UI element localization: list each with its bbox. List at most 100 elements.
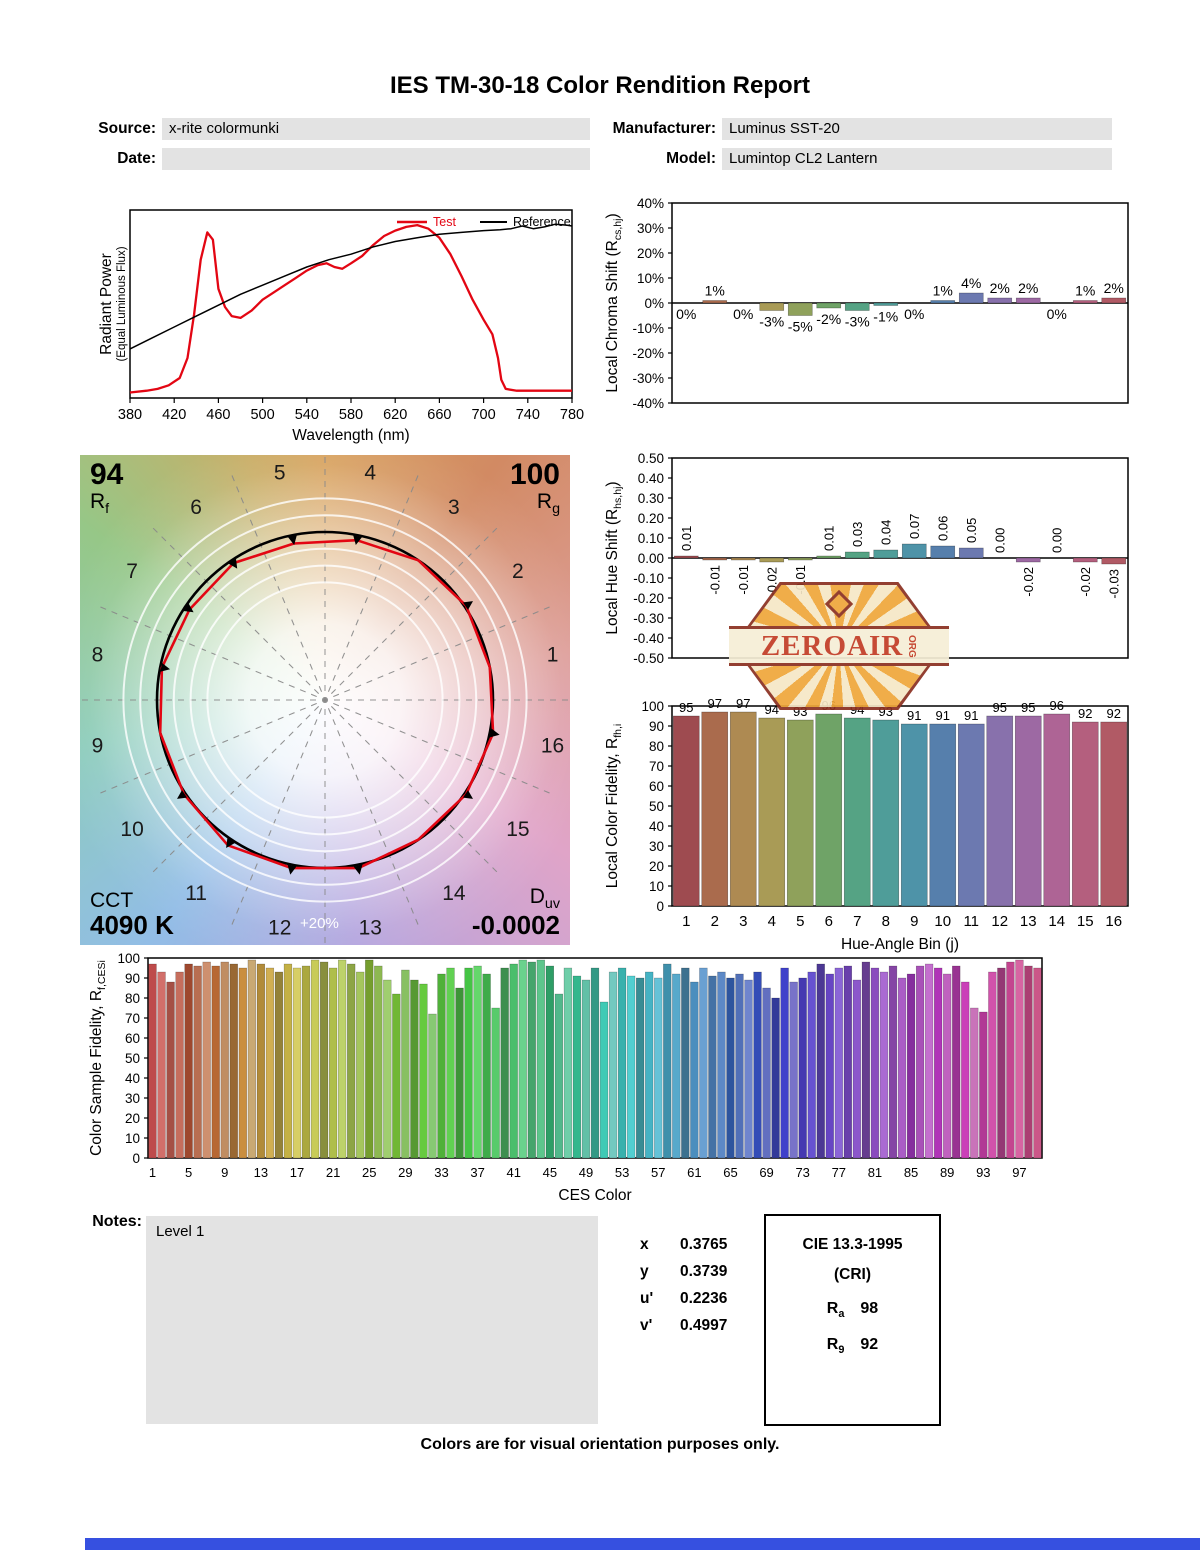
svg-text:580: 580	[339, 407, 363, 423]
svg-text:95: 95	[1021, 700, 1035, 715]
svg-text:20: 20	[125, 1111, 140, 1126]
svg-text:16: 16	[1105, 913, 1122, 930]
svg-text:92: 92	[1107, 706, 1121, 721]
svg-text:45: 45	[543, 1165, 557, 1180]
svg-text:53: 53	[615, 1165, 629, 1180]
svg-text:11: 11	[963, 913, 979, 930]
svg-text:0.30: 0.30	[638, 491, 664, 506]
svg-text:95: 95	[993, 700, 1007, 715]
svg-text:0.05: 0.05	[964, 518, 979, 543]
svg-text:0%: 0%	[644, 296, 664, 311]
svg-text:61: 61	[687, 1165, 701, 1180]
svg-text:-3%: -3%	[845, 314, 870, 330]
svg-text:20: 20	[649, 859, 664, 874]
svg-text:12: 12	[268, 917, 291, 940]
svg-text:4%: 4%	[961, 275, 981, 291]
svg-text:100: 100	[641, 699, 664, 714]
rg-value: 100	[509, 458, 560, 491]
notes-box: Level 1	[146, 1216, 598, 1424]
svg-text:-0.01: -0.01	[707, 565, 722, 595]
svg-text:15: 15	[506, 818, 529, 841]
manufacturer-field: Luminus SST-20	[722, 118, 1112, 140]
svg-text:7: 7	[853, 913, 861, 930]
svg-text:5: 5	[796, 913, 804, 930]
duv-label: Duv	[529, 884, 560, 912]
notes-label: Notes:	[92, 1213, 142, 1230]
svg-text:12: 12	[991, 913, 1008, 930]
chromaticity-row: u' 0.2236	[640, 1290, 727, 1308]
svg-text:420: 420	[162, 407, 186, 423]
chroma-shift-chart: 40% 30% 20% 10% 0% -10% -20% -30% -40% 0% 1% 0% -3% -…	[600, 193, 1140, 430]
svg-text:89: 89	[940, 1165, 954, 1180]
svg-text:0.07: 0.07	[907, 514, 922, 539]
svg-text:80: 80	[125, 991, 140, 1006]
svg-text:CES Color: CES Color	[558, 1187, 631, 1204]
svg-text:6: 6	[825, 913, 833, 930]
svg-text:3: 3	[739, 913, 747, 930]
svg-text:0%: 0%	[904, 306, 924, 322]
svg-text:-0.02: -0.02	[1078, 567, 1093, 597]
svg-text:70: 70	[649, 759, 664, 774]
ring-plus20-label: +20%	[300, 915, 339, 932]
svg-text:40%: 40%	[637, 196, 664, 211]
svg-text:-0.30: -0.30	[633, 611, 664, 626]
manufacturer-label: Manufacturer:	[612, 120, 716, 137]
spd-chart: 380 420 460 500 540 580 620 660 700 740 780 Wavelen…	[85, 198, 590, 455]
svg-text:-0.50: -0.50	[633, 651, 664, 666]
chromaticity-values: x 0.3765 y 0.3739 u' 0.2236 v' 0.4997	[640, 1236, 727, 1344]
svg-text:1%: 1%	[933, 283, 953, 299]
svg-text:Test: Test	[433, 215, 456, 229]
svg-text:4: 4	[364, 461, 376, 484]
svg-text:2%: 2%	[990, 280, 1010, 296]
chromaticity-value: 0.3739	[680, 1263, 728, 1280]
svg-text:90: 90	[125, 971, 140, 986]
svg-text:25: 25	[362, 1165, 376, 1180]
model-field: Lumintop CL2 Lantern	[722, 148, 1112, 170]
svg-text:8: 8	[882, 913, 890, 930]
svg-text:97: 97	[736, 698, 750, 711]
local-fidelity-chart: 0102030405060708090100951972973944935966…	[600, 696, 1140, 961]
svg-text:-0.01: -0.01	[736, 565, 751, 595]
svg-text:90: 90	[649, 719, 664, 734]
svg-text:10: 10	[649, 879, 664, 894]
cri-row: R9 92	[826, 1336, 879, 1357]
chromaticity-value: 0.3765	[680, 1236, 728, 1253]
date-field	[162, 148, 590, 170]
cri-subtitle: (CRI)	[833, 1266, 872, 1283]
rg-label: Rg	[536, 489, 560, 517]
svg-text:100: 100	[117, 951, 140, 966]
svg-text:0%: 0%	[1047, 306, 1067, 322]
cvg-plot: 1 2 3 4 5 6 7 8 9 10 11 12 13 14 15 16	[80, 455, 570, 950]
svg-text:-40%: -40%	[632, 396, 664, 411]
svg-text:9: 9	[910, 913, 918, 930]
cri-rows: Ra 98 R9 92	[766, 1300, 939, 1356]
svg-text:2%: 2%	[1104, 280, 1124, 296]
svg-text:29: 29	[398, 1165, 412, 1180]
svg-text:14: 14	[442, 882, 466, 905]
svg-text:91: 91	[907, 708, 921, 723]
svg-text:69: 69	[759, 1165, 773, 1180]
svg-text:37: 37	[470, 1165, 484, 1180]
svg-text:16: 16	[541, 734, 564, 757]
svg-text:2%: 2%	[1018, 280, 1038, 296]
watermark-text: ZEROAIR	[760, 629, 904, 662]
svg-text:0.03: 0.03	[850, 522, 865, 547]
svg-text:5: 5	[274, 461, 286, 484]
svg-text:-0.03: -0.03	[1106, 569, 1121, 599]
rf-score: 94 Rf	[90, 459, 123, 517]
svg-text:2: 2	[512, 560, 524, 583]
duv-block: Duv -0.0002	[472, 884, 560, 939]
chromaticity-row: v' 0.4997	[640, 1317, 727, 1335]
svg-text:0.01: 0.01	[821, 526, 836, 551]
svg-text:57: 57	[651, 1165, 665, 1180]
svg-text:93: 93	[976, 1165, 990, 1180]
rg-score: 100 Rg	[510, 459, 560, 517]
svg-text:30: 30	[125, 1091, 140, 1106]
svg-text:-30%: -30%	[632, 371, 664, 386]
svg-text:500: 500	[250, 407, 274, 423]
footer-note: Colors are for visual orientation purpos…	[420, 1436, 780, 1453]
svg-text:4: 4	[768, 913, 776, 930]
svg-text:7: 7	[126, 560, 138, 583]
svg-text:Wavelength (nm): Wavelength (nm)	[292, 427, 409, 444]
source-label: Source:	[98, 120, 156, 137]
